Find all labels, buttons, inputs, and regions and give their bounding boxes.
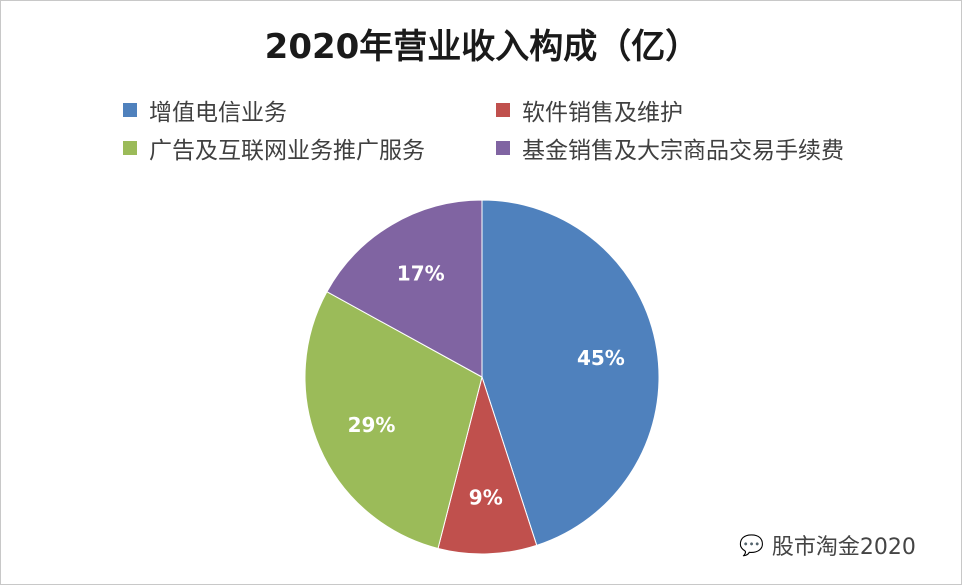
- chart-title: 2020年营业收入构成（亿）: [264, 27, 700, 67]
- legend-item: 软件销售及维护: [496, 93, 683, 127]
- watermark: 💬 股市淘金2020: [739, 529, 916, 561]
- legend-swatch: [123, 103, 137, 117]
- legend-label: 软件销售及维护: [522, 100, 683, 126]
- wechat-icon: 💬: [739, 533, 764, 557]
- pie-slice: [437, 375, 538, 555]
- legend-item: 增值电信业务: [123, 93, 287, 127]
- legend-label: 广告及互联网业务推广服务: [149, 138, 425, 164]
- legend-item: 广告及互联网业务推广服务: [123, 131, 425, 165]
- legend-swatch: [123, 141, 137, 155]
- pie-slice: [326, 199, 483, 378]
- watermark-text: 股市淘金2020: [771, 535, 916, 560]
- pie-slice: [481, 199, 660, 546]
- data-label: 29%: [348, 413, 396, 437]
- legend-swatch: [496, 141, 510, 155]
- legend-swatch: [496, 103, 510, 117]
- legend-label: 增值电信业务: [149, 100, 287, 126]
- legend-item: 基金销售及大宗商品交易手续费: [496, 131, 844, 165]
- data-label: 17%: [397, 261, 445, 285]
- data-label: 9%: [469, 485, 503, 509]
- pie-slice: [304, 291, 483, 550]
- legend-label: 基金销售及大宗商品交易手续费: [522, 138, 844, 164]
- data-label: 45%: [577, 346, 625, 370]
